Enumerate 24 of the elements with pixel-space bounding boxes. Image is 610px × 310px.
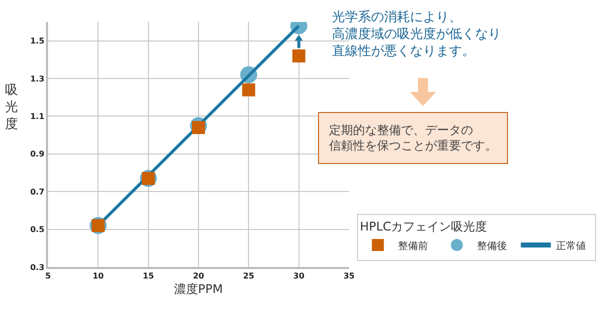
y-tick-label: 0.5 bbox=[30, 225, 45, 234]
x-axis-title: 濃度PPM bbox=[174, 282, 223, 296]
x-tick-label: 15 bbox=[142, 272, 154, 281]
legend-title: HPLCカフェイン吸光度 bbox=[360, 220, 488, 234]
x-tick-label: 30 bbox=[293, 272, 305, 281]
legend-label: 正常値 bbox=[556, 240, 586, 252]
point bbox=[242, 83, 256, 96]
legend-label: 整備後 bbox=[476, 240, 507, 252]
y-tick-label: 0.3 bbox=[30, 262, 44, 272]
x-tick-label: 5 bbox=[45, 272, 52, 281]
y-tick-label: 1.1 bbox=[30, 112, 45, 122]
annotation: 光学系の消耗により、高濃度域の吸光度が低くなり直線性が悪くなります。 bbox=[332, 10, 501, 59]
x-tick-label: 25 bbox=[243, 272, 255, 281]
y-axis-title: 吸光度 bbox=[5, 83, 18, 132]
annotation: 定期的な整備で、データの信頼性を保つことが重要です。 bbox=[329, 123, 497, 153]
y-tick-label: 1.5 bbox=[30, 36, 45, 46]
y-tick-label: 1.3 bbox=[30, 74, 44, 84]
legend-label: 整備前 bbox=[398, 240, 428, 252]
x-tick-label: 10 bbox=[92, 272, 104, 281]
y-tick-label: 0.7 bbox=[30, 187, 44, 196]
x-tick-label: 35 bbox=[343, 272, 355, 281]
x-tick-label: 20 bbox=[192, 272, 204, 281]
point bbox=[292, 49, 306, 62]
y-tick-label: 0.9 bbox=[30, 150, 45, 159]
